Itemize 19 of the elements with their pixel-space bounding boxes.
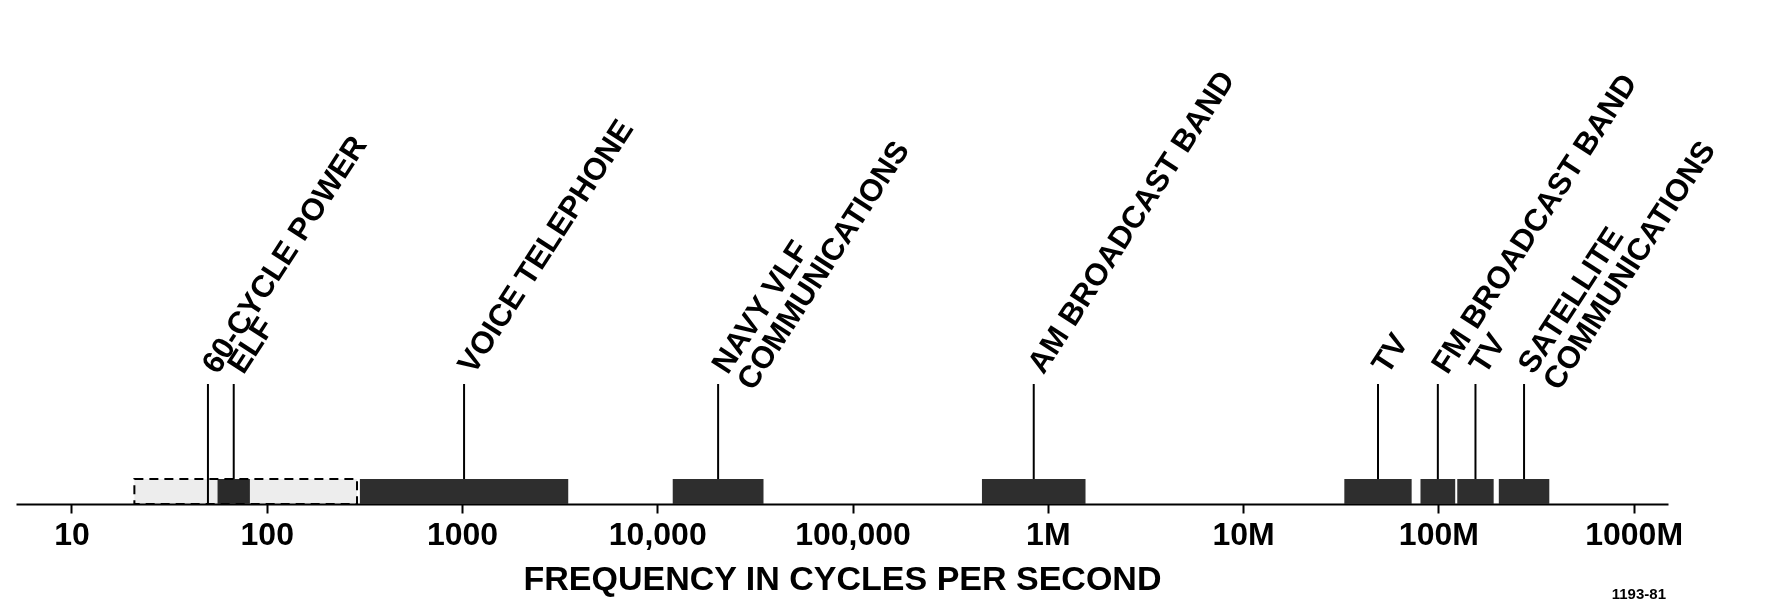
x-tick-label: 10,000 (608, 515, 707, 552)
annotation: 1193-81 (1611, 585, 1666, 602)
x-tick-label: 100 (240, 515, 294, 552)
bar (981, 479, 1086, 504)
bar (1344, 479, 1412, 504)
x-tick-label: 10 (54, 515, 90, 552)
bar (1420, 479, 1456, 504)
bar (1498, 479, 1550, 504)
x-tick-label: 1000M (1585, 515, 1684, 552)
bar (1457, 479, 1494, 504)
x-axis-title: FREQUENCY IN CYCLES PER SECOND (523, 558, 1162, 597)
x-tick-label: 1000 (426, 515, 499, 552)
x-tick-label: 100,000 (795, 515, 911, 552)
x-tick-label: 1M (1026, 515, 1071, 552)
x-tick-label: 10M (1212, 515, 1275, 552)
x-tick-label: 100M (1398, 515, 1479, 552)
bar (217, 479, 250, 504)
bar (672, 479, 764, 504)
text: TV (1364, 326, 1416, 380)
